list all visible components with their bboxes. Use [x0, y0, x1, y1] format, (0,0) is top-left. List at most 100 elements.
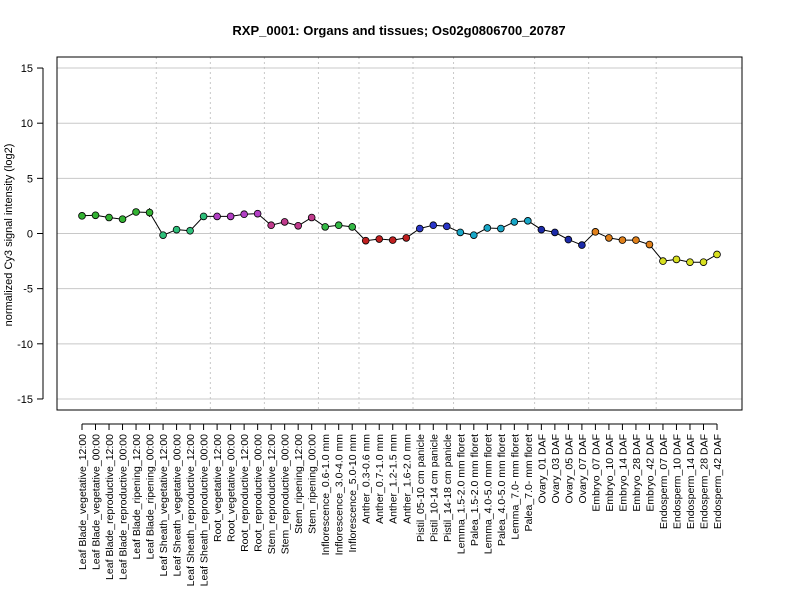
x-tick-label: Embryo_42 DAF: [644, 434, 656, 512]
data-point: [388, 236, 397, 244]
grid-layer: [57, 67, 742, 400]
x-tick-label: Root_vegetative_00:00: [226, 434, 238, 542]
data-point: [659, 257, 667, 265]
data-point: [199, 212, 208, 221]
data-point: [483, 224, 492, 232]
x-tick-label: Palea_7.0- mm floret: [523, 434, 535, 532]
x-tick-label: Leaf Sheath_reproductive_12:00: [185, 434, 197, 587]
data-point: [524, 217, 532, 225]
x-tick-label: Palea_4.0-5.0 mm floret: [496, 434, 508, 546]
data-point: [537, 225, 546, 234]
x-tick-label: Embryo_10 DAF: [604, 434, 616, 512]
data-point: [253, 209, 262, 218]
data-point: [578, 241, 586, 249]
data-point: [240, 210, 248, 218]
y-tick-label: 15: [21, 63, 33, 75]
y-axis-label: normalized Cy3 signal intensity (log2): [3, 144, 15, 327]
x-tick-label: Lemma_1.5-2.0 mm floret: [455, 434, 467, 554]
data-point: [321, 223, 329, 231]
x-axis: Leaf Blade_vegetative_12:00 Leaf Blade_ve…: [77, 423, 724, 587]
x-tick-label: Stem_ripening_12:00: [293, 434, 305, 534]
series-layer: [78, 208, 721, 266]
data-point: [226, 212, 235, 221]
x-tick-label: Inflorescence_0.6-1.0 mm: [320, 434, 332, 556]
x-tick-label: Lemma_4.0-5.0 mm floret: [482, 434, 494, 554]
data-point: [699, 258, 708, 266]
x-tick-label: Ovary_07 DAF: [577, 434, 589, 503]
x-tick-label: Anther_0.3-0.6 mm: [361, 434, 373, 524]
data-point: [618, 236, 627, 244]
data-point: [307, 213, 316, 222]
data-point: [497, 224, 505, 233]
data-point: [415, 224, 424, 233]
x-tick-label: Pistil_10-14 cm panicle: [428, 434, 440, 542]
data-point: [645, 240, 654, 249]
data-point: [442, 222, 451, 231]
plot-frame: [56, 56, 743, 411]
data-point: [510, 218, 519, 226]
data-point: [375, 235, 384, 243]
data-point: [186, 226, 194, 235]
x-tick-label: Anther_1.6-2.0 mm: [401, 434, 413, 524]
x-tick-label: Ovary_03 DAF: [550, 434, 562, 503]
x-tick-label: Leaf Sheath_vegetative_00:00: [172, 434, 184, 577]
y-axis: -15 -10 -5 0 5 10 15: [17, 63, 44, 406]
data-point: [686, 258, 694, 266]
x-tick-label: Ovary_05 DAF: [563, 434, 575, 503]
data-point: [632, 236, 640, 244]
y-tick-label: -15: [17, 394, 33, 406]
data-point: [78, 212, 86, 220]
x-tick-label: Leaf Blade_reproductive_00:00: [118, 434, 130, 580]
data-point: [605, 234, 613, 242]
x-tick-label: Pistil_14-18 cm panicle: [442, 434, 454, 542]
data-point: [456, 228, 465, 237]
y-tick-label: 5: [27, 173, 33, 185]
data-point: [348, 223, 357, 231]
x-tick-label: Root_reproductive_00:00: [253, 434, 265, 552]
x-tick-label: Palea_1.5-2.0 mm floret: [469, 434, 481, 546]
x-tick-label: Endosperm_14 DAF: [685, 434, 697, 529]
data-point: [172, 225, 181, 234]
x-tick-label: Stem_reproductive_00:00: [280, 434, 292, 554]
data-point: [91, 211, 100, 220]
y-tick-label: -5: [23, 284, 33, 296]
x-tick-label: Embryo_14 DAF: [617, 434, 629, 512]
x-tick-label: Leaf Blade_vegetative_12:00: [77, 434, 89, 570]
x-tick-label: Embryo_07 DAF: [590, 434, 602, 512]
x-tick-label: Root_reproductive_12:00: [239, 434, 251, 552]
data-point: [267, 221, 275, 230]
x-tick-label: Endosperm_10 DAF: [671, 434, 683, 529]
data-point: [591, 228, 600, 236]
x-tick-label: Pistil_05-10 cm panicle: [415, 434, 427, 542]
y-tick-label: 0: [27, 229, 33, 241]
data-point: [213, 212, 221, 221]
y-tick-label: -10: [17, 339, 33, 351]
x-tick-label: Leaf Blade_vegetative_00:00: [91, 434, 103, 570]
y-tick-label: 10: [21, 118, 33, 130]
data-point: [470, 231, 478, 239]
x-tick-label: Anther_1.2-1.5 mm: [388, 434, 400, 524]
data-point: [118, 215, 127, 223]
x-tick-label: Inflorescence_5.0-10 mm: [347, 434, 359, 553]
x-tick-label: Embryo_28 DAF: [631, 434, 643, 512]
data-point: [672, 255, 681, 264]
x-tick-label: Ovary_01 DAF: [536, 434, 548, 503]
data-point: [564, 235, 573, 244]
x-tick-label: Anther_0.7-1.0 mm: [374, 434, 386, 524]
x-tick-label: Leaf Blade_ripening_12:00: [131, 434, 143, 560]
data-point: [294, 221, 302, 230]
data-point: [280, 218, 289, 226]
x-tick-label: Stem_ripening_00:00: [307, 434, 319, 534]
x-tick-label: Leaf Sheath_vegetative_12:00: [158, 434, 170, 577]
x-tick-label: Endosperm_42 DAF: [712, 434, 724, 529]
data-point: [145, 208, 154, 217]
data-point: [105, 213, 113, 222]
x-tick-label: Root_vegetative_12:00: [212, 434, 224, 542]
data-point: [132, 208, 140, 216]
data-point: [402, 234, 411, 242]
x-tick-label: Lemma_7.0- mm floret: [509, 434, 521, 540]
data-point: [159, 231, 167, 239]
data-point: [551, 228, 559, 237]
x-tick-label: Inflorescence_3.0-4.0 mm: [334, 434, 346, 556]
